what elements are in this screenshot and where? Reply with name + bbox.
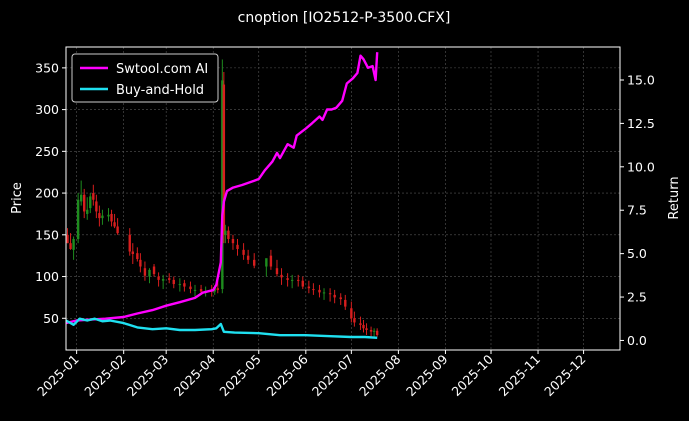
series-line-benchmark xyxy=(65,317,378,339)
candle-body xyxy=(139,259,142,267)
candle-body xyxy=(301,280,304,287)
y-axis-left-label: Price xyxy=(10,182,25,214)
candle-body xyxy=(221,80,224,290)
plot-frame xyxy=(65,46,621,351)
candle-body xyxy=(107,214,110,217)
candle-body xyxy=(136,253,139,260)
candle-body xyxy=(227,230,230,239)
candle-body xyxy=(290,279,294,281)
candle-body xyxy=(168,278,171,280)
candlesticks xyxy=(66,59,379,339)
candle-body xyxy=(328,293,332,295)
candle-body xyxy=(148,269,151,277)
candle-body xyxy=(280,274,283,278)
candle-body xyxy=(297,279,300,281)
candle-body xyxy=(365,328,368,330)
y-right-tick-label: 7.5 xyxy=(627,203,647,218)
candle-body xyxy=(269,255,273,267)
candle-body xyxy=(224,230,227,235)
candle-body xyxy=(101,215,104,219)
chart-title: cnoption [IO2512-P-3500.CFX] xyxy=(238,10,451,26)
candle-body xyxy=(183,283,186,287)
candle-body xyxy=(216,288,219,290)
candle-body xyxy=(72,238,75,250)
candle-body xyxy=(86,209,89,214)
y-left-tick-label: 200 xyxy=(35,186,59,201)
candle-body xyxy=(193,289,197,291)
y-right-tick-label: 5.0 xyxy=(627,246,647,261)
y-left-tick-label: 300 xyxy=(35,102,59,117)
y-right-tick-label: 15.0 xyxy=(627,72,655,87)
candle-body xyxy=(213,288,216,292)
candle-body xyxy=(83,194,86,212)
candle-body xyxy=(178,284,182,286)
candle-body xyxy=(312,289,315,291)
series-line-strategy xyxy=(65,52,379,325)
candle-body xyxy=(66,234,69,244)
candle-body xyxy=(76,199,80,239)
candle-body xyxy=(242,249,245,255)
candle-body xyxy=(275,268,279,275)
candle-body xyxy=(307,286,311,289)
candle-body xyxy=(172,279,175,285)
candle-body xyxy=(131,251,134,255)
candle-body xyxy=(152,266,156,275)
candle-body xyxy=(199,289,203,292)
candle-body xyxy=(89,196,92,209)
candle-body xyxy=(318,289,321,293)
candle-body xyxy=(333,294,336,298)
candle-body xyxy=(95,201,98,212)
y-left-tick-label: 350 xyxy=(35,60,59,75)
candle-body xyxy=(353,318,356,323)
y-left-tick-label: 50 xyxy=(43,311,59,326)
candle-body xyxy=(372,330,376,332)
y-right-tick-label: 10.0 xyxy=(627,159,655,174)
candle-body xyxy=(113,222,116,227)
candle-body xyxy=(79,194,83,202)
candle-body xyxy=(98,213,101,219)
y-right-tick-label: 0.0 xyxy=(627,333,647,348)
candle-body xyxy=(236,244,239,249)
y-left-tick-label: 150 xyxy=(35,227,59,242)
y-left-tick-label: 100 xyxy=(35,269,59,284)
candle-body xyxy=(128,234,131,252)
candle-body xyxy=(322,292,326,294)
candle-body xyxy=(161,279,165,281)
candle-body xyxy=(246,255,250,260)
legend: Swtool.com AI Buy-and-Hold xyxy=(71,53,219,103)
candle-body xyxy=(157,276,160,280)
candle-body xyxy=(359,323,362,325)
candle-body xyxy=(189,286,192,290)
candle-body xyxy=(369,329,373,332)
y-right-tick-label: 2.5 xyxy=(627,290,647,305)
candle-body xyxy=(69,243,72,249)
candle-body xyxy=(375,330,379,335)
grid xyxy=(66,47,620,350)
candle-body xyxy=(362,324,365,329)
candle-body xyxy=(253,259,256,266)
candle-body xyxy=(231,238,235,244)
legend-label-strategy: Swtool.com AI xyxy=(116,62,208,77)
legend-label-benchmark: Buy-and-Hold xyxy=(116,83,204,98)
candle-body xyxy=(344,299,347,307)
candle-body xyxy=(222,84,226,235)
legend-box xyxy=(71,53,219,103)
y-right-tick-label: 12.5 xyxy=(627,116,655,131)
candle-body xyxy=(92,193,95,200)
candle-body xyxy=(116,226,119,234)
y-axis-right-label: Return xyxy=(667,176,682,219)
candle-body xyxy=(110,213,113,222)
candle-body xyxy=(143,268,147,276)
candle-body xyxy=(286,278,289,280)
candle-body xyxy=(339,297,342,300)
y-left-tick-label: 250 xyxy=(35,144,59,159)
candle-body xyxy=(265,258,268,267)
candle-body xyxy=(350,308,353,319)
return-lines xyxy=(65,52,379,339)
